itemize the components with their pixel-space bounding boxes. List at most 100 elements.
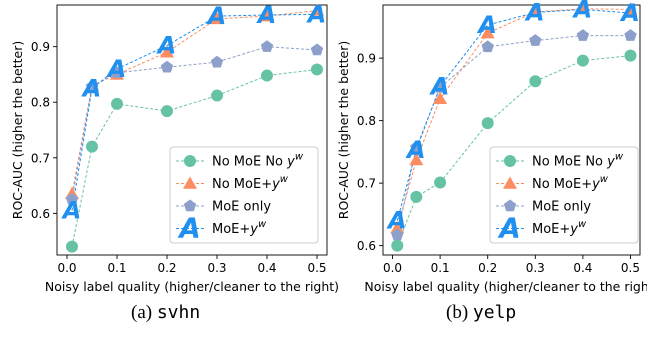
legend-label-series-4: MoE+yw: [212, 219, 267, 237]
x-tick-label: 0.2: [157, 261, 176, 275]
data-point-series-2: [160, 45, 174, 58]
y-tick-label: 0.9: [31, 40, 50, 54]
data-point-series-1: [410, 190, 423, 203]
data-point-series-3: [529, 34, 542, 46]
data-point-series-4: A: [429, 72, 450, 100]
legend-label-series-3: MoE only: [532, 200, 591, 215]
y-tick-label: 0.7: [31, 151, 50, 165]
data-point-series-2: [433, 91, 448, 104]
data-point-series-1: [576, 54, 589, 67]
y-tick-label: 0.6: [357, 239, 376, 253]
data-point-series-4: A: [106, 55, 127, 83]
data-point-series-3: [110, 66, 124, 78]
legend-marker-series-4: A: [497, 212, 520, 245]
data-point-series-3: [481, 40, 494, 53]
data-point-series-1: [261, 69, 273, 82]
data-point-series-1: [624, 49, 637, 62]
x-tick-label: 0.2: [478, 261, 497, 275]
y-tick-label: 0.8: [357, 114, 376, 128]
chart-panel-1: 0.0 0.1 0.2 0.3 0.4 0.5 0.6 0.7 0.8 0.9 Noisy labe…: [10, 0, 339, 294]
y-tick-label: 0.6: [31, 207, 50, 221]
legend-marker-series-2: [503, 176, 517, 189]
y-axis-label: ROC-AUC (higher the better): [10, 41, 25, 219]
data-point-series-3: [310, 43, 324, 56]
caption-b: (b) yelp: [446, 302, 516, 324]
data-point-series-2: [480, 26, 495, 39]
legend-label-series-4: MoE+yw: [532, 219, 587, 237]
data-point-series-2: [575, 1, 590, 14]
data-point-series-3: [210, 55, 224, 68]
data-point-series-1: [111, 97, 123, 110]
data-point-series-4: A: [524, 0, 545, 27]
legend-marker-series-2: [183, 176, 197, 189]
data-point-series-3: [160, 60, 174, 73]
data-point-series-4: A: [386, 207, 407, 235]
legend: No MoE No yw No MoE+yw MoE only A MoE+yw: [169, 146, 319, 245]
x-tick-label: 0.1: [431, 261, 450, 275]
y-tick-label: 0.9: [357, 52, 376, 66]
caption-a: (a) svhn: [131, 302, 200, 324]
data-point-series-4: A: [61, 197, 82, 225]
x-axis-label: Noisy label quality (higher/cleaner to t…: [364, 279, 647, 294]
legend-marker-series-3: [183, 199, 197, 212]
data-point-series-3: [410, 141, 423, 153]
data-point-series-3: [85, 80, 99, 92]
data-point-series-3: [624, 29, 637, 41]
legend: No MoE No yw No MoE+yw MoE only A MoE+yw: [489, 146, 639, 245]
legend-label-series-1: No MoE No yw: [212, 152, 304, 170]
data-point-series-4: A: [619, 0, 640, 27]
data-point-series-2: [528, 4, 543, 18]
data-point-series-4: A: [306, 0, 327, 28]
data-point-series-4: A: [405, 136, 426, 164]
data-point-series-1: [311, 63, 323, 76]
data-point-series-2: [310, 3, 324, 16]
data-point-series-1: [434, 176, 447, 189]
data-point-series-4: A: [256, 1, 277, 29]
data-point-series-1: [391, 239, 404, 252]
x-axis-label: Noisy label quality (higher/cleaner to t…: [45, 279, 339, 294]
legend-label-series-2: No MoE+yw: [212, 174, 289, 192]
x-tick-label: 0.4: [573, 261, 592, 275]
legend-marker-series-1: [504, 155, 516, 167]
data-point-series-3: [65, 192, 79, 205]
data-point-series-1: [161, 105, 173, 118]
data-point-series-2: [623, 2, 638, 15]
y-tick-label: 0.8: [31, 96, 50, 110]
data-point-series-3: [433, 81, 447, 93]
caption-a-name: svhn: [156, 302, 201, 323]
x-tick-label: 0.3: [526, 261, 545, 275]
data-point-series-2: [390, 221, 405, 234]
data-point-series-1: [211, 89, 223, 102]
data-point-series-1: [66, 240, 78, 253]
legend-frame: [489, 146, 639, 244]
legend-marker-series-3: [503, 199, 517, 212]
plot-frame: [382, 4, 641, 256]
data-point-series-4: A: [572, 0, 593, 23]
data-point-series-4: A: [156, 32, 177, 60]
x-tick-label: 0.3: [207, 261, 226, 275]
plot-frame: [56, 4, 328, 256]
legend-label-series-3: MoE only: [212, 200, 271, 215]
data-point-series-1: [481, 117, 494, 130]
legend-frame: [169, 146, 319, 244]
data-point-series-3: [576, 29, 590, 41]
legend-marker-series-1: [184, 155, 196, 167]
legend-marker-series-4: A: [177, 212, 200, 245]
x-tick-label: 0.4: [257, 261, 276, 275]
caption-a-prefix: (a): [131, 302, 153, 323]
caption-b-name: yelp: [472, 302, 517, 323]
x-tick-label: 0.0: [57, 261, 76, 275]
x-tick-label: 0.5: [307, 261, 326, 275]
data-point-series-2: [210, 11, 224, 25]
data-point-series-3: [391, 228, 404, 241]
legend-label-series-1: No MoE No yw: [532, 152, 624, 170]
x-tick-label: 0.1: [107, 261, 126, 275]
y-tick-label: 0.7: [357, 177, 376, 191]
data-point-series-2: [409, 153, 424, 166]
data-point-series-3: [260, 40, 274, 52]
data-point-series-4: A: [476, 11, 497, 39]
legend-label-series-2: No MoE+yw: [532, 174, 609, 192]
data-point-series-1: [86, 140, 98, 153]
x-tick-label: 0.5: [621, 261, 640, 275]
